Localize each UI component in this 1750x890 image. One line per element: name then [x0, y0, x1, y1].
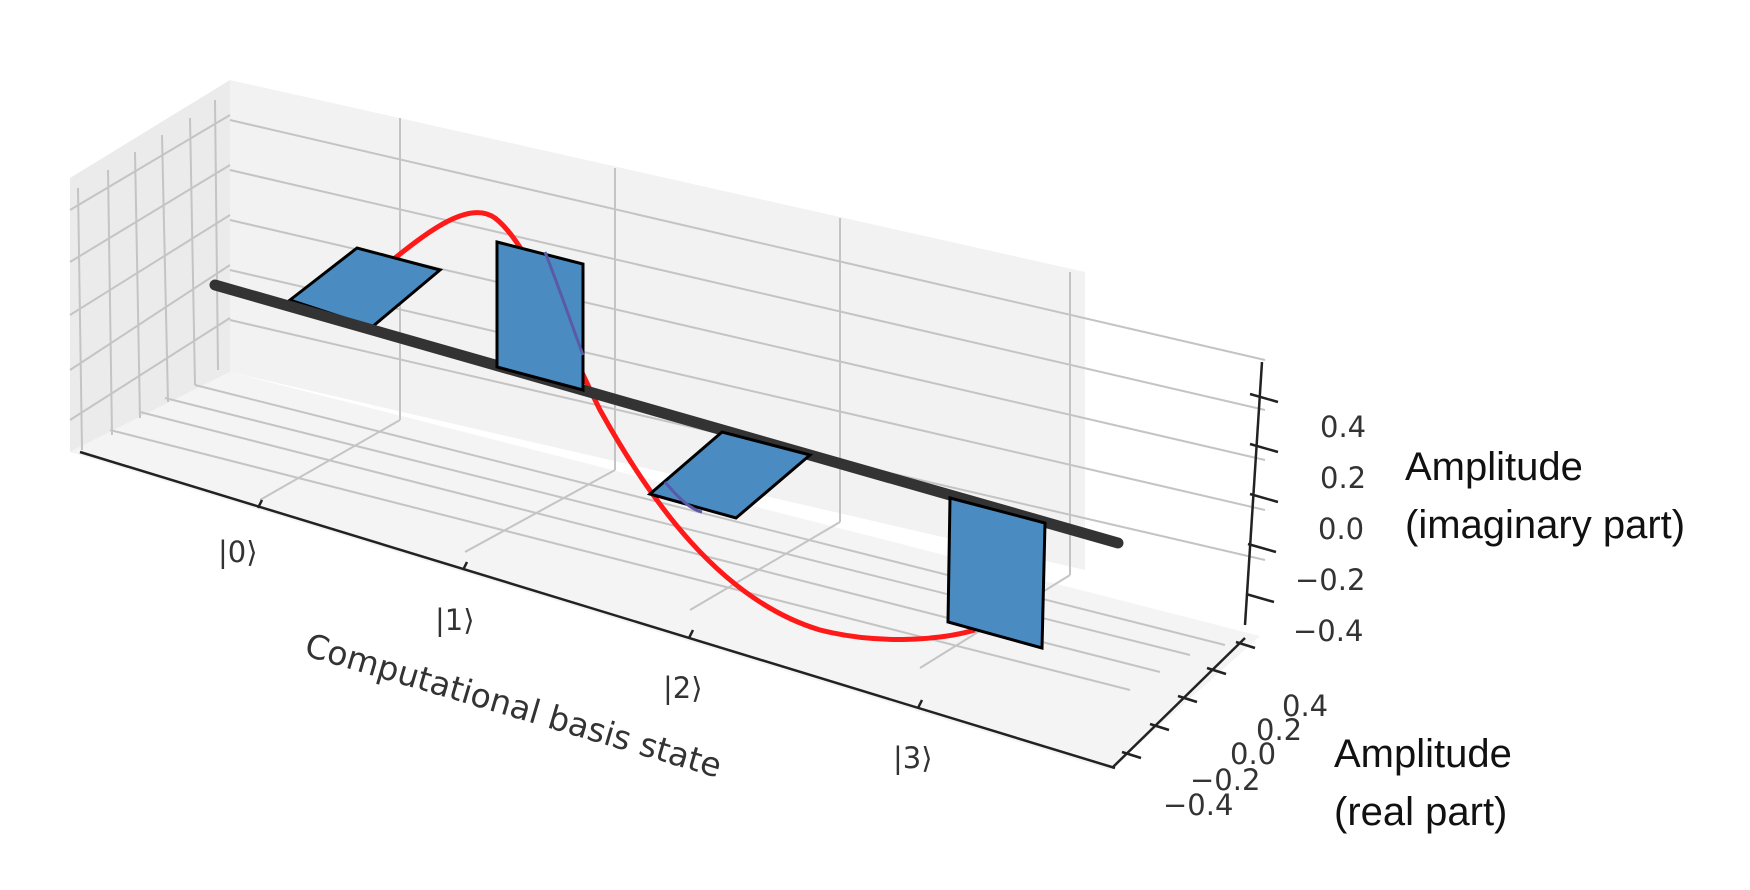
y-tick-2: 0.0	[1230, 737, 1276, 771]
z-tick-2: 0.0	[1318, 512, 1364, 546]
z-axis-label: Amplitude (imaginary part)	[1405, 438, 1685, 554]
y-axis-label: Amplitude (real part)	[1334, 725, 1512, 841]
x-tick-1: |1⟩	[435, 603, 475, 637]
x-tick-0: |0⟩	[218, 535, 258, 569]
z-tick-0: 0.4	[1320, 410, 1366, 444]
y-axis-label-line2: (real part)	[1334, 790, 1508, 834]
y-axis-label-line1: Amplitude	[1334, 732, 1512, 776]
axes	[79, 361, 1279, 770]
phase-curve	[393, 210, 976, 642]
back-pane	[70, 80, 1260, 770]
x-tick-2: |2⟩	[663, 671, 703, 705]
z-tick-3: −0.2	[1295, 563, 1365, 597]
y-tick-0: 0.4	[1282, 689, 1328, 723]
z-axis-label-line1: Amplitude	[1405, 445, 1583, 489]
x-axis-label: Computational basis state	[301, 625, 727, 785]
z-tick-4: −0.4	[1293, 614, 1363, 648]
y-tick-4: −0.4	[1163, 788, 1233, 822]
bar-state-3	[946, 496, 1047, 650]
z-axis-label-line2: (imaginary part)	[1405, 503, 1686, 547]
z-tick-1: 0.2	[1320, 461, 1366, 495]
zero-amplitude-line	[209, 279, 1124, 549]
bar-state-1	[495, 240, 585, 392]
x-tick-3: |3⟩	[893, 741, 933, 775]
bar-state-2	[646, 430, 814, 520]
y-tick-3: −0.2	[1190, 763, 1260, 797]
y-tick-1: 0.2	[1256, 713, 1302, 747]
